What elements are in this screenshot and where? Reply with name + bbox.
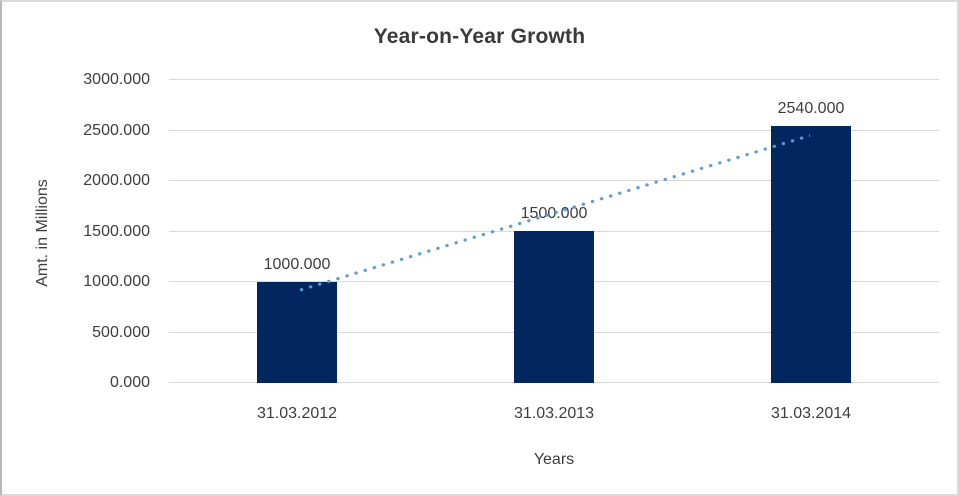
bar xyxy=(771,126,851,383)
y-tick-label: 0.000 xyxy=(109,374,150,391)
x-tick-label: 31.03.2013 xyxy=(513,405,595,422)
bar xyxy=(514,231,594,383)
gridline xyxy=(169,79,939,80)
x-tick-label: 31.03.2014 xyxy=(770,405,852,422)
y-tick-label: 1000.000 xyxy=(83,273,150,290)
y-tick-label: 3000.000 xyxy=(83,71,150,88)
y-tick-label: 2500.000 xyxy=(83,122,150,139)
bar-value-label: 2540.000 xyxy=(777,100,845,117)
y-tick-label: 2000.000 xyxy=(83,172,150,189)
y-tick-label: 1500.000 xyxy=(83,223,150,240)
gridline xyxy=(169,180,939,181)
x-axis-title: Years xyxy=(533,451,575,468)
bar xyxy=(257,282,337,383)
gridline xyxy=(169,130,939,131)
y-tick-label: 500.000 xyxy=(92,324,150,341)
x-tick-label: 31.03.2012 xyxy=(256,405,338,422)
chart-title: Year-on-Year Growth xyxy=(373,25,586,48)
bar-value-label: 1000.000 xyxy=(263,256,331,273)
